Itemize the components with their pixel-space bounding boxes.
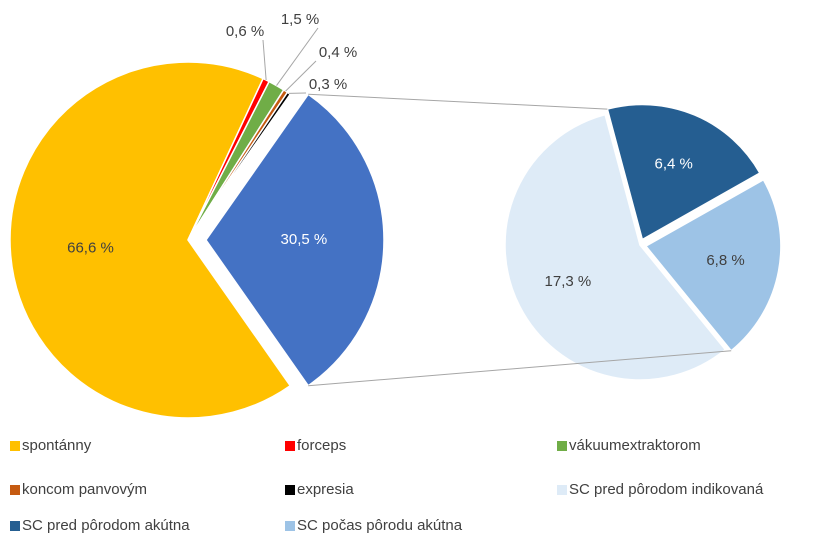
pie-slice bbox=[205, 93, 385, 387]
legend-swatch bbox=[285, 441, 295, 451]
legend-swatch bbox=[10, 485, 20, 495]
legend-label: spontánny bbox=[22, 437, 92, 454]
data-label: 30,5 % bbox=[281, 231, 328, 248]
legend-swatch bbox=[10, 441, 20, 451]
pie-slice bbox=[644, 178, 782, 352]
legend-label: vákuumextraktorom bbox=[569, 437, 701, 454]
data-label: 0,6 % bbox=[226, 23, 264, 40]
data-label: 1,5 % bbox=[281, 11, 319, 28]
data-label: 66,6 % bbox=[67, 240, 114, 257]
data-label: 17,3 % bbox=[545, 273, 592, 290]
data-label: 6,4 % bbox=[654, 156, 692, 173]
data-label: 0,4 % bbox=[319, 44, 357, 61]
legend-swatch bbox=[557, 485, 567, 495]
connector-line bbox=[308, 93, 608, 110]
legend-label: koncom panvovým bbox=[22, 481, 147, 498]
legend-label: expresia bbox=[297, 481, 354, 498]
legend-label: SC pred pôrodom indikovaná bbox=[569, 481, 764, 498]
pie-slice bbox=[606, 103, 761, 241]
legend-swatch bbox=[285, 521, 295, 531]
legend-swatch bbox=[10, 521, 20, 531]
leader-line bbox=[285, 60, 317, 92]
legend-swatch bbox=[285, 485, 295, 495]
legend-label: SC pred pôrodom akútna bbox=[22, 517, 190, 534]
data-label: 0,3 % bbox=[309, 76, 347, 93]
legend-label: SC počas pôrodu akútna bbox=[297, 517, 463, 534]
connector-line bbox=[308, 350, 732, 387]
data-label: 6,8 % bbox=[706, 252, 744, 269]
pie-slice bbox=[504, 113, 727, 381]
legend-label: forceps bbox=[297, 437, 346, 454]
legend-swatch bbox=[557, 441, 567, 451]
pie-slice bbox=[9, 61, 292, 419]
leader-line bbox=[262, 39, 267, 81]
leader-line bbox=[276, 27, 319, 86]
